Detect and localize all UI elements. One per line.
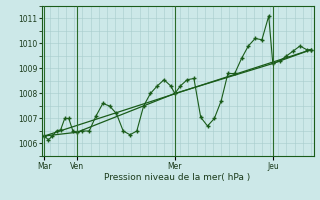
X-axis label: Pression niveau de la mer( hPa ): Pression niveau de la mer( hPa ) (104, 173, 251, 182)
